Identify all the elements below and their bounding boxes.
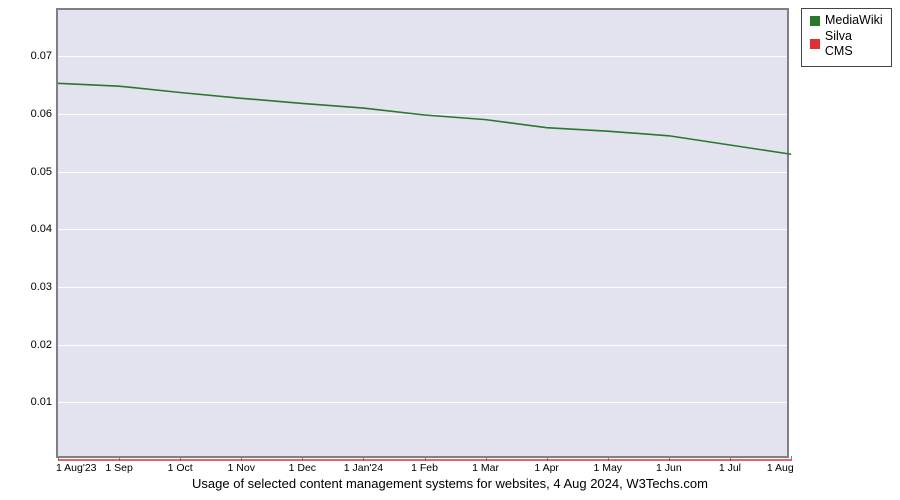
legend-label: Silva CMS	[825, 29, 883, 60]
y-tick-label: 0.02	[31, 339, 52, 351]
y-tick-label: 0.05	[31, 166, 52, 178]
x-tick-label: 1 Feb	[411, 462, 438, 474]
series-layer	[58, 10, 791, 460]
x-tick-label: 1 Jan'24	[344, 462, 383, 474]
x-tick-label: 1 Dec	[289, 462, 316, 474]
x-tick-mark	[791, 456, 792, 461]
y-tick-label: 0.06	[31, 108, 52, 120]
x-tick-label: 1 Mar	[472, 462, 499, 474]
x-tick-label: 1 May	[593, 462, 622, 474]
chart-caption: Usage of selected content management sys…	[14, 476, 886, 491]
y-tick-label: 0.03	[31, 281, 52, 293]
x-tick-label: 1 Sep	[105, 462, 132, 474]
y-tick-label: 0.04	[31, 223, 52, 235]
legend-item: Silva CMS	[810, 29, 883, 60]
series-line	[58, 83, 791, 154]
legend-swatch	[810, 39, 820, 49]
x-tick-label: 1 Jun	[656, 462, 682, 474]
x-tick-label: 1 Aug'23	[56, 462, 97, 474]
x-tick-label: 1 Nov	[228, 462, 255, 474]
legend-item: MediaWiki	[810, 13, 883, 29]
x-tick-label: 1 Jul	[719, 462, 741, 474]
legend-label: MediaWiki	[825, 13, 883, 29]
y-tick-label: 0.07	[31, 50, 52, 62]
legend-swatch	[810, 16, 820, 26]
x-tick-label: 1 Oct	[168, 462, 193, 474]
chart-container: 0.01 0.02 0.03 0.04 0.05 0.06 0.07 1 Aug'23 1 Se…	[14, 5, 886, 495]
legend: MediaWikiSilva CMS	[801, 8, 892, 67]
x-tick-label: 1 Apr	[534, 462, 559, 474]
x-tick-label: 1 Aug	[767, 462, 794, 474]
y-tick-label: 0.01	[31, 396, 52, 408]
plot-area: 0.010.020.030.040.050.060.071 Aug'231 Se…	[56, 8, 789, 458]
